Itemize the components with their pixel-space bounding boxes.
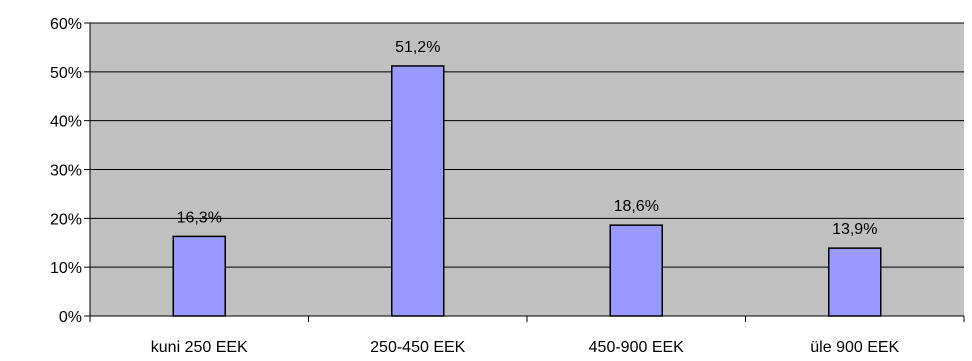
- x-category-label: üle 900 EEK: [810, 339, 899, 356]
- y-tick-label: 50%: [50, 65, 82, 82]
- y-tick-label: 0%: [59, 309, 82, 326]
- data-labels: 16,3% 51,2% 18,6% 13,9%: [177, 39, 878, 238]
- gridlines: [90, 22, 964, 268]
- y-tick-label: 40%: [50, 114, 82, 131]
- x-category-label: 250-450 EEK: [370, 339, 466, 356]
- bar: [609, 224, 663, 317]
- bar: [828, 247, 882, 317]
- bar: [391, 65, 445, 317]
- y-tick-label: 10%: [50, 260, 82, 277]
- y-axis-ticks: [84, 22, 90, 317]
- bar-value-label: 13,9%: [832, 221, 877, 238]
- bars: [172, 65, 882, 317]
- x-category-label: 450-900 EEK: [589, 339, 685, 356]
- y-tick-label: 60%: [50, 16, 82, 33]
- x-axis-ticks: [89, 316, 965, 322]
- x-category-label: kuni 250 EEK: [151, 339, 248, 356]
- bar-value-label: 18,6%: [614, 198, 659, 215]
- y-tick-label: 20%: [50, 211, 82, 228]
- x-axis-labels: kuni 250 EEK 250-450 EEK 450-900 EEK üle 90…: [151, 339, 900, 356]
- y-axis-labels: 0% 10% 20% 30% 40% 50% 60%: [50, 16, 82, 326]
- bar-value-label: 16,3%: [177, 209, 222, 226]
- y-tick-label: 30%: [50, 163, 82, 180]
- bar: [172, 235, 226, 317]
- bar-value-label: 51,2%: [395, 39, 440, 56]
